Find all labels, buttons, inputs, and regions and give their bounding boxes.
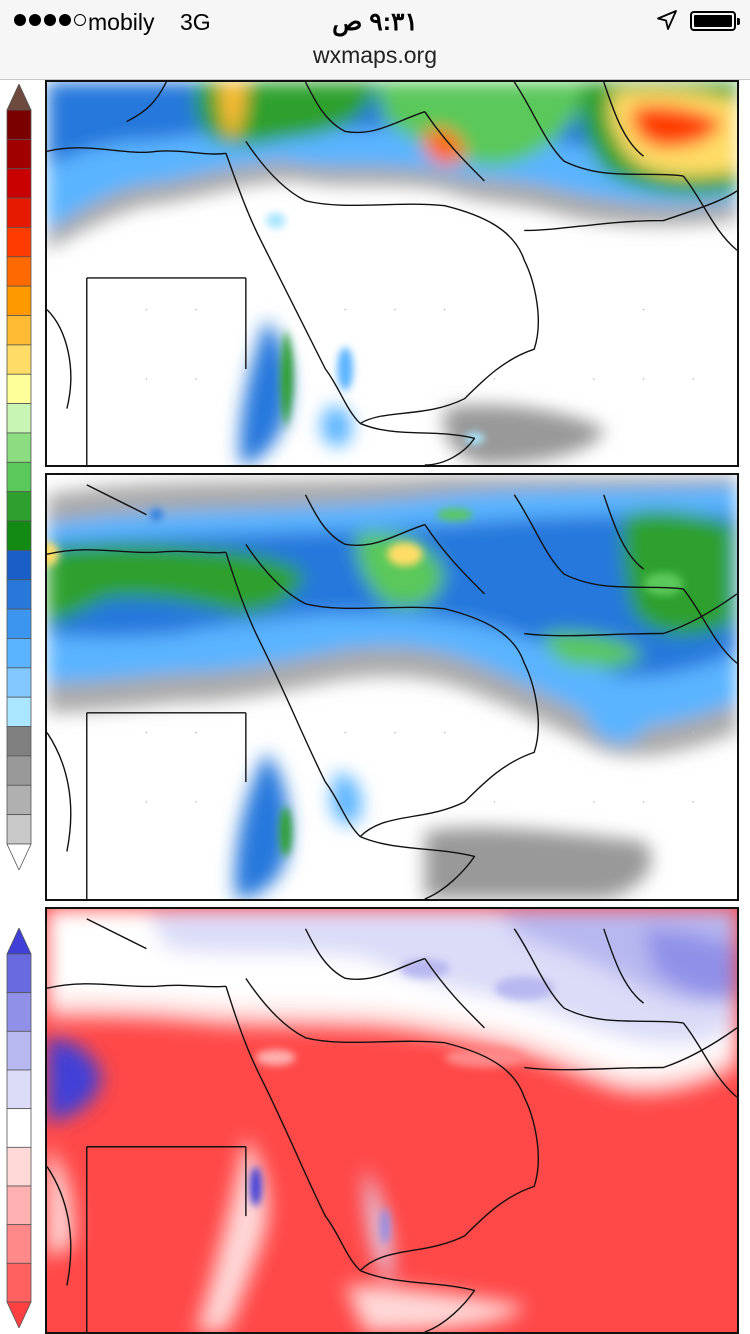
anomaly-legend-swatch [6,1301,32,1328]
address-bar-url[interactable]: wxmaps.org [313,42,437,68]
anomaly-map-bottom[interactable] [45,907,739,1334]
precip-legend-swatch [6,138,32,170]
precip-legend-swatch [6,344,32,375]
precip-legend-swatch [6,109,32,140]
precipitation-color-legend [0,84,40,870]
anomaly-legend-swatch [6,1224,32,1264]
precip-legend-swatch [6,784,32,816]
precip-legend-swatch [6,285,32,316]
battery-icon [690,11,740,31]
precip-legend-swatch [6,726,32,757]
precip-map-top[interactable] [45,80,739,467]
anomaly-legend-swatch [6,1069,32,1110]
precip-legend-swatch [6,549,32,581]
precip-legend-swatch [6,608,32,639]
precip-legend-swatch [6,197,32,228]
precip-legend-swatch [6,227,32,258]
anomaly-legend-swatch [6,1185,32,1226]
precip-legend-swatch [6,491,32,522]
precip-legend-swatch [6,667,32,698]
precip-legend-swatch [6,814,32,845]
anomaly-legend-swatch [6,1262,32,1303]
anomaly-legend-swatch [6,953,32,994]
anomaly-color-legend [0,928,40,1328]
precip-legend-swatch [6,638,32,669]
signal-strength-icon [14,14,86,26]
precip-legend-swatch [6,84,32,111]
anomaly-legend-swatch [6,992,32,1032]
location-arrow-icon [657,10,677,30]
precip-legend-swatch [6,168,32,199]
precip-legend-swatch [6,315,32,346]
anomaly-legend-swatch [6,1146,32,1187]
precip-legend-swatch [6,461,32,493]
precip-legend-swatch [6,755,32,786]
anomaly-legend-swatch [6,1030,32,1071]
precip-legend-swatch [6,520,32,551]
precip-legend-swatch [6,373,32,404]
browser-top-bar: mobily 3G ٩:٣١ ص wxmaps.org [0,0,750,80]
anomaly-legend-swatch [6,1108,32,1148]
anomaly-legend-swatch [6,928,32,955]
precip-legend-swatch [6,432,32,463]
precip-legend-swatch [6,843,32,870]
precip-legend-swatch [6,256,32,287]
precip-legend-swatch [6,696,32,727]
precip-map-middle[interactable] [45,473,739,901]
precip-legend-swatch [6,579,32,610]
status-bar: mobily 3G ٩:٣١ ص [0,0,750,40]
precip-legend-swatch [6,403,32,434]
network-type: 3G [180,9,211,35]
status-time: ٩:٣١ ص [332,8,418,36]
carrier-name: mobily [88,9,155,35]
